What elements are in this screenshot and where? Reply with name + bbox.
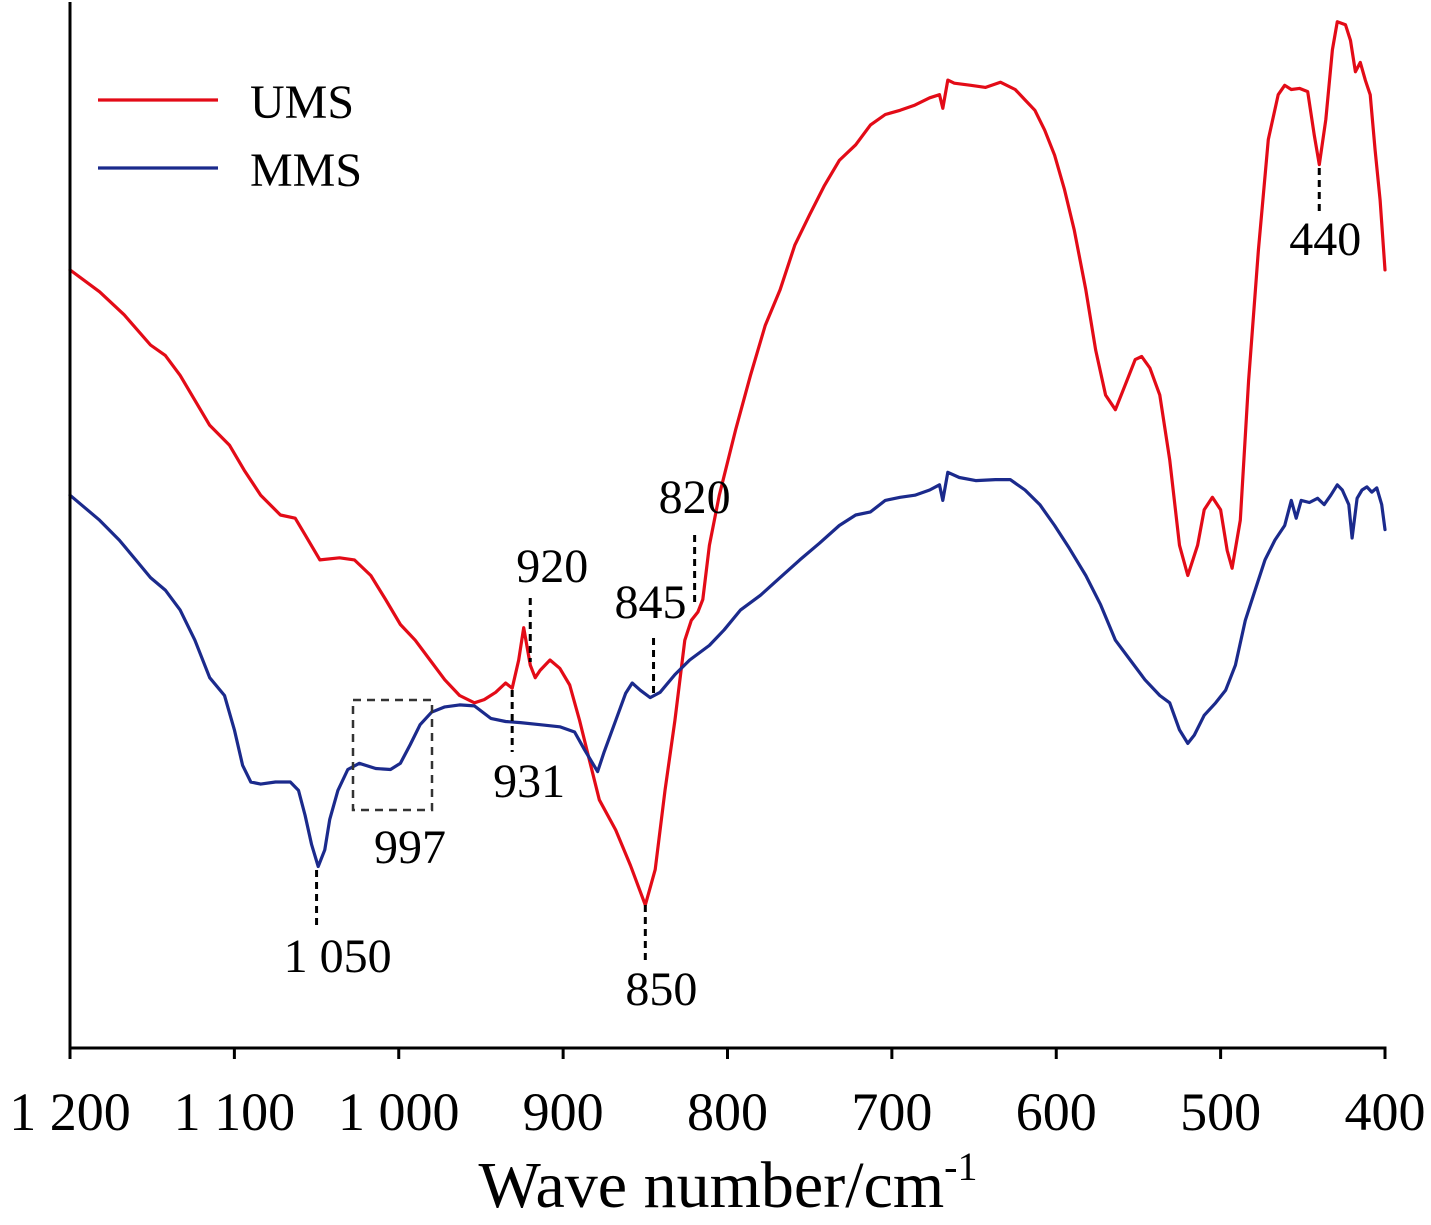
annotation-label: 845 [615,576,687,629]
x-tick-label: 900 [523,1082,604,1142]
annotation-label: 440 [1289,213,1361,266]
x-tick-label: 1 000 [338,1082,460,1142]
annotation-label: 1 050 [284,930,392,983]
x-axis-label-text: Wave number/cm [478,1149,944,1222]
x-axis-label-superscript: -1 [944,1144,977,1189]
annotation-label: 997 [374,821,446,874]
legend-label-ums: UMS [250,76,354,129]
x-tick-label: 500 [1180,1082,1261,1142]
peak-annotations: 1 050 997 931 920 850 845 820 440 [284,168,1361,1016]
series-line-mms [68,470,1387,869]
annotation-label: 850 [625,963,697,1016]
legend: UMS MMS [98,76,362,197]
x-tick-label: 400 [1345,1082,1426,1142]
axes: 1 200 1 100 1 000 900 800 700 600 500 400 [9,2,1426,1142]
series-layer [68,20,1387,907]
annotation-label: 931 [493,755,565,808]
x-tick-label: 1 200 [9,1082,131,1142]
annotation-dashed-box [351,698,434,812]
annotation-label: 920 [516,540,588,593]
x-tick-label: 800 [687,1082,768,1142]
x-axis-label: Wave number/cm-1 [478,1144,977,1222]
x-tick-label: 1 100 [174,1082,296,1142]
legend-label-mms: MMS [250,144,362,197]
annotation-label: 820 [659,471,731,524]
x-tick-label: 700 [851,1082,932,1142]
series-line-ums [68,20,1387,907]
x-tick-label: 600 [1016,1082,1097,1142]
